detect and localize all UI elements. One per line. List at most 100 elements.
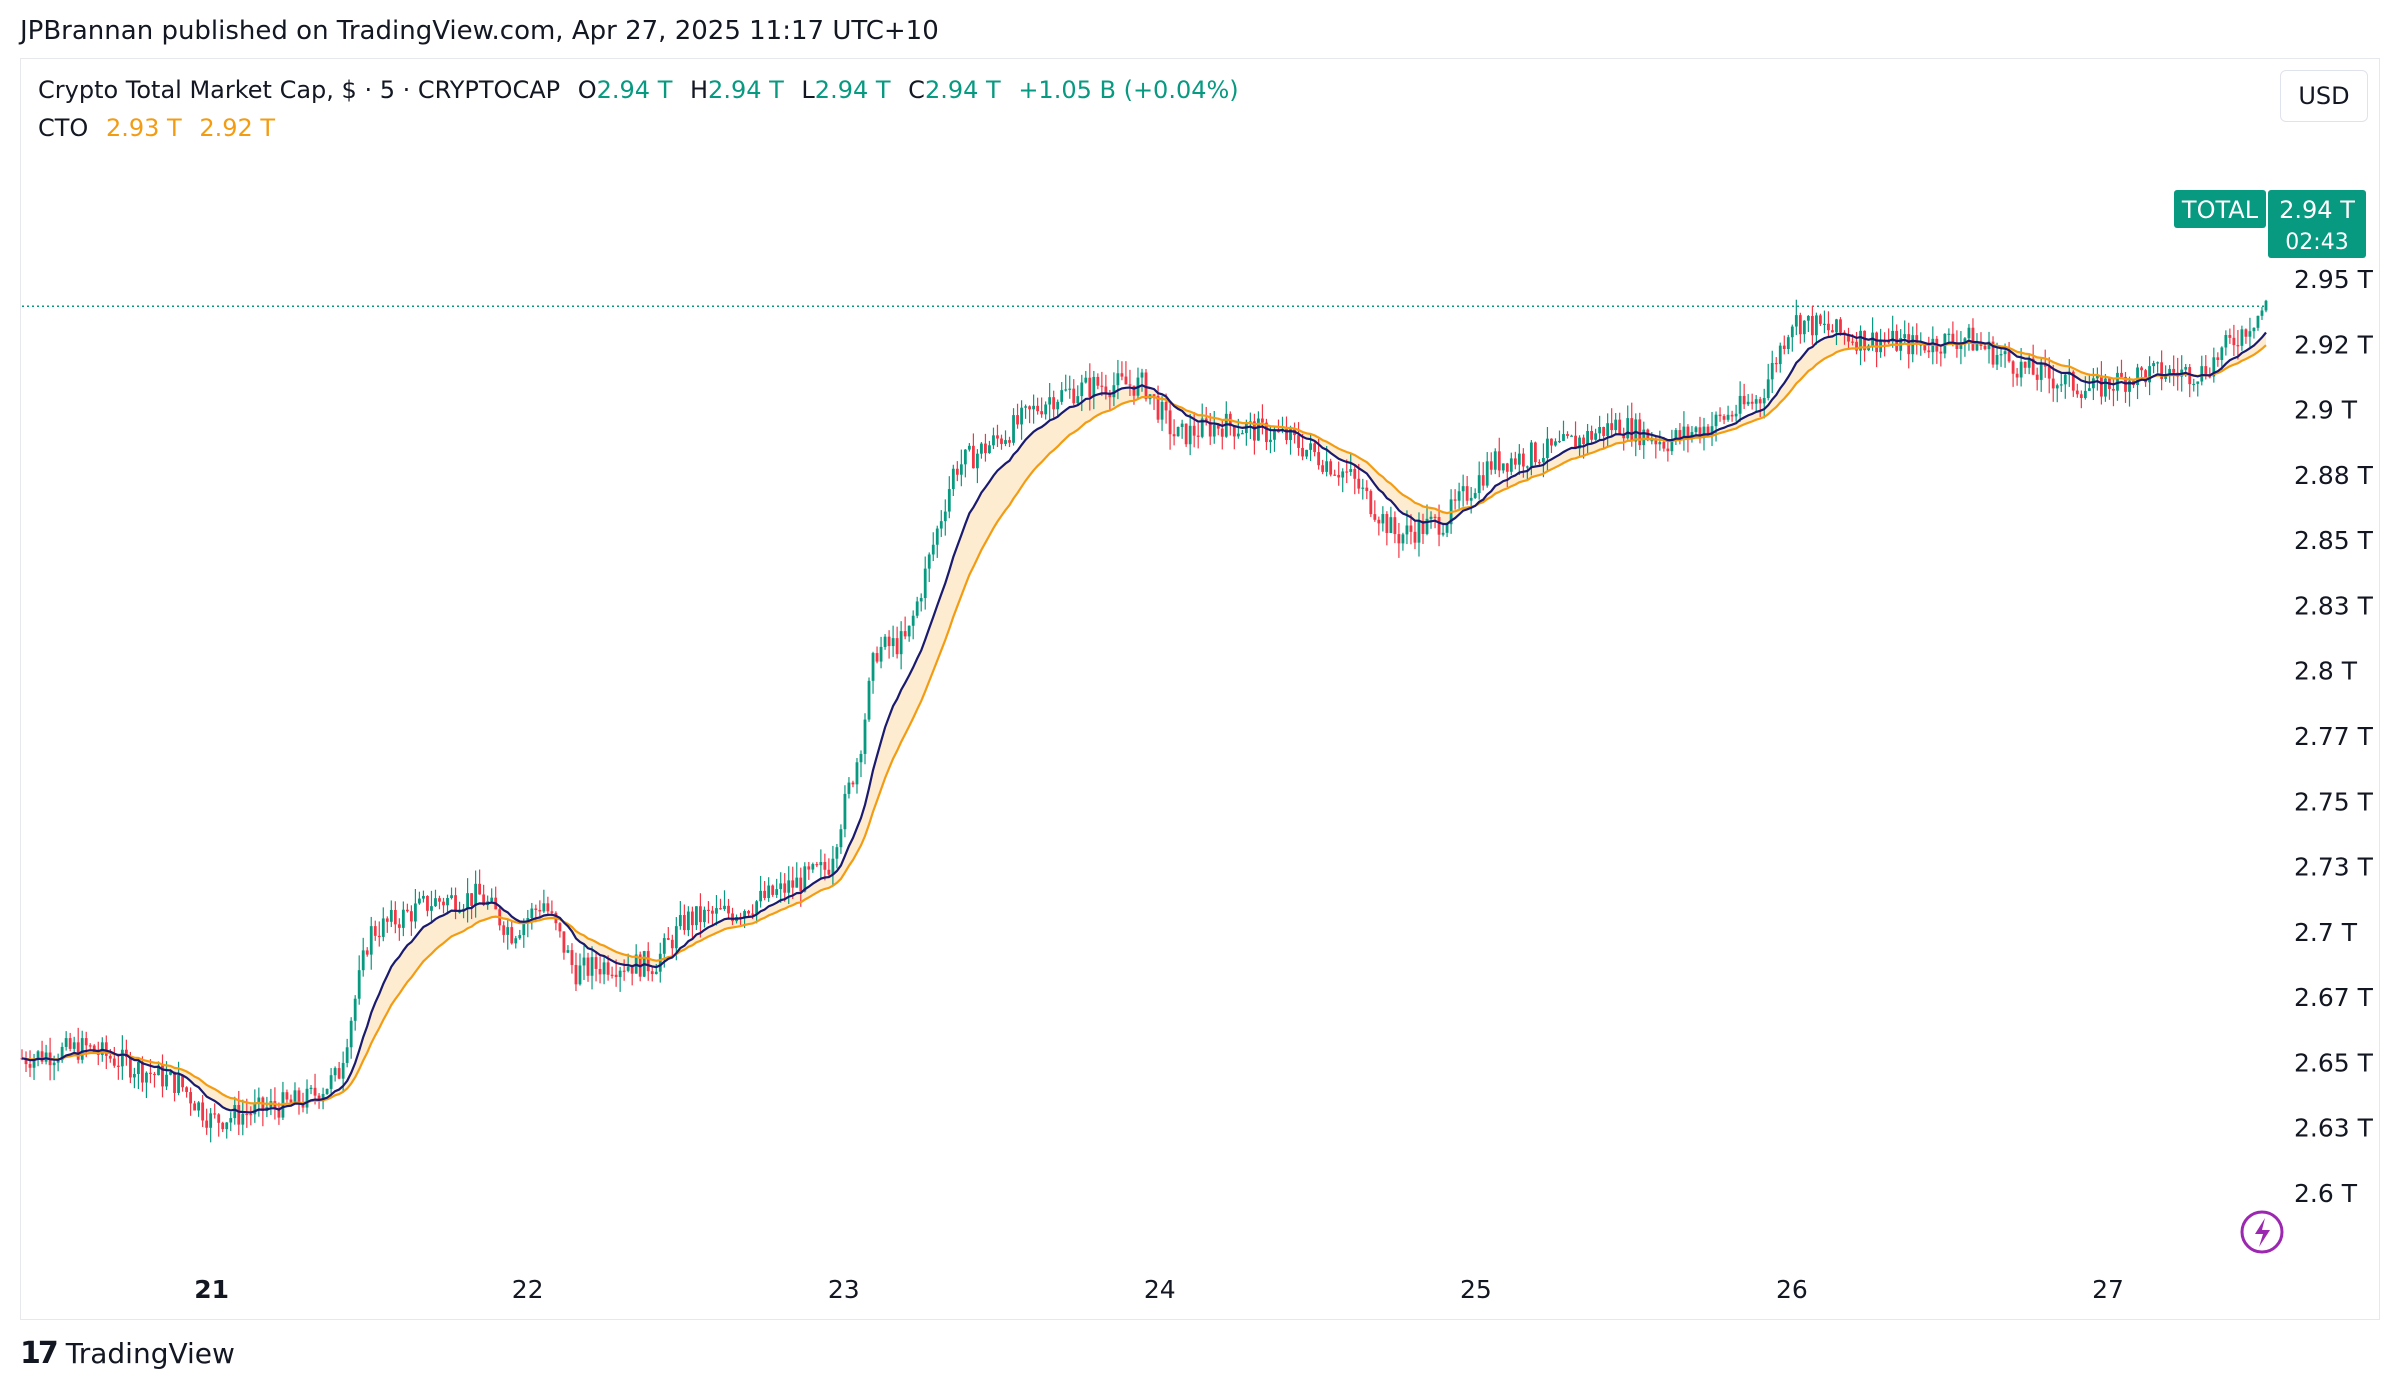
candle-body: [1040, 411, 1044, 415]
candle-body: [1903, 334, 1907, 339]
candle-body: [1160, 401, 1164, 420]
candle-body: [1180, 423, 1184, 428]
candle-body: [1690, 432, 1694, 437]
candle-body: [839, 829, 843, 848]
price-tag-value-bg: [2268, 190, 2366, 258]
candle-body: [88, 1045, 92, 1047]
x-tick-label: 22: [512, 1275, 544, 1304]
indicator-name[interactable]: CTO: [38, 114, 89, 142]
candle-body: [401, 909, 405, 928]
candle-body: [2152, 363, 2155, 367]
candle-body: [309, 1087, 313, 1090]
candle-body: [124, 1049, 128, 1058]
candle-body: [1513, 458, 1517, 465]
candle-body: [389, 909, 393, 922]
candle-body: [1574, 435, 1577, 449]
high-label: H: [690, 76, 709, 104]
candle-body: [1678, 430, 1682, 439]
candle-body: [450, 895, 453, 899]
candle-body: [751, 913, 755, 915]
candle-body: [72, 1042, 76, 1049]
candle-body: [145, 1072, 148, 1083]
candle-body: [1096, 376, 1100, 386]
lightning-icon[interactable]: [2240, 1210, 2284, 1254]
candle-body: [2232, 337, 2236, 346]
candle-body: [317, 1095, 321, 1102]
candle-body: [891, 638, 895, 647]
y-tick-label: 2.63 T: [2294, 1114, 2374, 1143]
candle-body: [289, 1099, 293, 1103]
candle-body: [1349, 469, 1353, 472]
candle-body: [835, 847, 839, 859]
tradingview-branding[interactable]: 17 TradingView: [20, 1336, 235, 1371]
candle-body: [1236, 433, 1240, 437]
candle-body: [1521, 453, 1525, 467]
candle-body: [823, 862, 827, 870]
candle-body: [622, 970, 626, 972]
candle-body: [534, 908, 538, 910]
candle-body: [586, 957, 590, 976]
candle-body: [373, 926, 377, 936]
candle-body: [1357, 478, 1361, 489]
candle-body: [919, 598, 923, 602]
candle-body: [1353, 469, 1357, 479]
candle-body: [827, 869, 831, 875]
candle-body: [1265, 422, 1268, 443]
candle-body: [1875, 332, 1879, 353]
candle-body: [1746, 401, 1750, 405]
tradingview-logo-icon: 17: [20, 1336, 59, 1371]
candle-body: [1762, 397, 1766, 404]
candle-body: [1570, 435, 1573, 437]
candle-body: [1610, 423, 1614, 431]
chart-pane[interactable]: [20, 58, 2380, 1320]
candle-body: [602, 962, 606, 975]
candle-body: [988, 445, 991, 454]
candle-body: [341, 1062, 345, 1079]
candle-body: [1578, 437, 1581, 449]
candle-body: [1634, 419, 1638, 442]
candle-body: [1786, 337, 1790, 349]
candle-body: [1963, 338, 1967, 343]
candle-body: [1036, 405, 1040, 412]
candle-body: [365, 950, 369, 955]
candle-body: [1666, 448, 1670, 452]
candle-body: [686, 911, 690, 931]
candle-body: [1441, 532, 1445, 535]
candle-body: [201, 1102, 205, 1121]
candle-body: [1401, 534, 1405, 544]
candle-body: [64, 1038, 68, 1047]
candle-body: [1313, 443, 1317, 453]
symbol-name[interactable]: Crypto Total Market Cap, $ · 5 · CRYPTOC…: [38, 76, 561, 104]
candle-body: [1425, 518, 1429, 534]
candle-body: [414, 903, 417, 922]
candle-body: [1192, 425, 1196, 436]
candle-body: [787, 880, 791, 893]
candle-body: [582, 957, 586, 966]
candle-body: [1955, 342, 1959, 349]
publisher-caption: JPBrannan published on TradingView.com, …: [20, 16, 939, 46]
candle-body: [626, 966, 630, 971]
y-tick-label: 2.6 T: [2294, 1179, 2358, 1208]
candle-body: [1863, 330, 1866, 351]
candle-body: [361, 950, 365, 971]
candle-body: [2075, 390, 2079, 395]
candle-body: [1457, 491, 1461, 501]
candle-body: [169, 1071, 172, 1075]
candle-body: [2236, 345, 2240, 347]
candle-body: [1080, 382, 1084, 397]
y-tick-label: 2.85 T: [2294, 526, 2374, 555]
candle-body: [799, 877, 803, 892]
candle-body: [1008, 440, 1011, 443]
candle-body: [2063, 374, 2067, 385]
candle-body: [1682, 426, 1686, 439]
candle-body: [1124, 376, 1128, 385]
candle-body: [1477, 475, 1481, 494]
candle-body: [157, 1065, 160, 1076]
candle-body: [133, 1074, 136, 1078]
candle-body: [1200, 418, 1204, 437]
currency-button[interactable]: USD: [2280, 70, 2368, 122]
candle-body: [2031, 358, 2035, 375]
candle-body: [2051, 378, 2055, 389]
candle-body: [482, 894, 486, 906]
